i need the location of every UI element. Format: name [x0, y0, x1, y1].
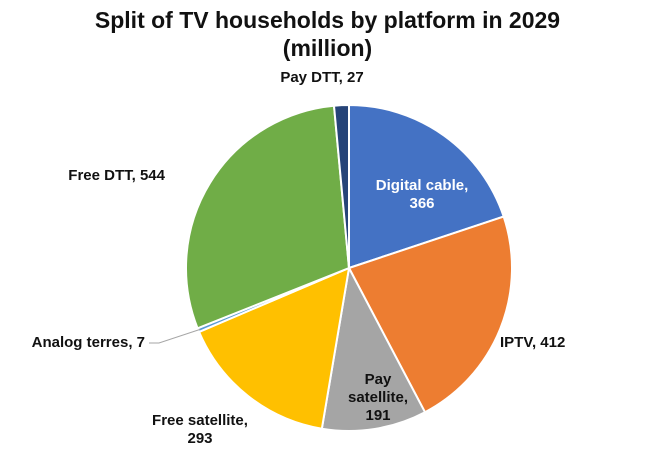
- pie-slice: [185, 104, 351, 330]
- pie-slice: [320, 264, 427, 432]
- leader-line: [149, 328, 201, 344]
- pie-slice: [332, 103, 350, 269]
- data-label: Pay DTT, 27: [280, 69, 363, 86]
- data-label: Free satellite, 293: [152, 412, 248, 447]
- pie-slice: [348, 103, 505, 270]
- data-label: Analog terres, 7: [32, 334, 145, 351]
- data-label: Digital cable, 366: [376, 177, 469, 212]
- pie-slice: [347, 215, 513, 414]
- pie-slice: [197, 266, 351, 430]
- data-label: Free DTT, 544: [68, 167, 165, 184]
- chart-title: Split of TV households by platform in 20…: [94, 7, 561, 61]
- data-label: Pay satellite, 191: [348, 371, 408, 424]
- data-label: IPTV, 412: [500, 334, 565, 351]
